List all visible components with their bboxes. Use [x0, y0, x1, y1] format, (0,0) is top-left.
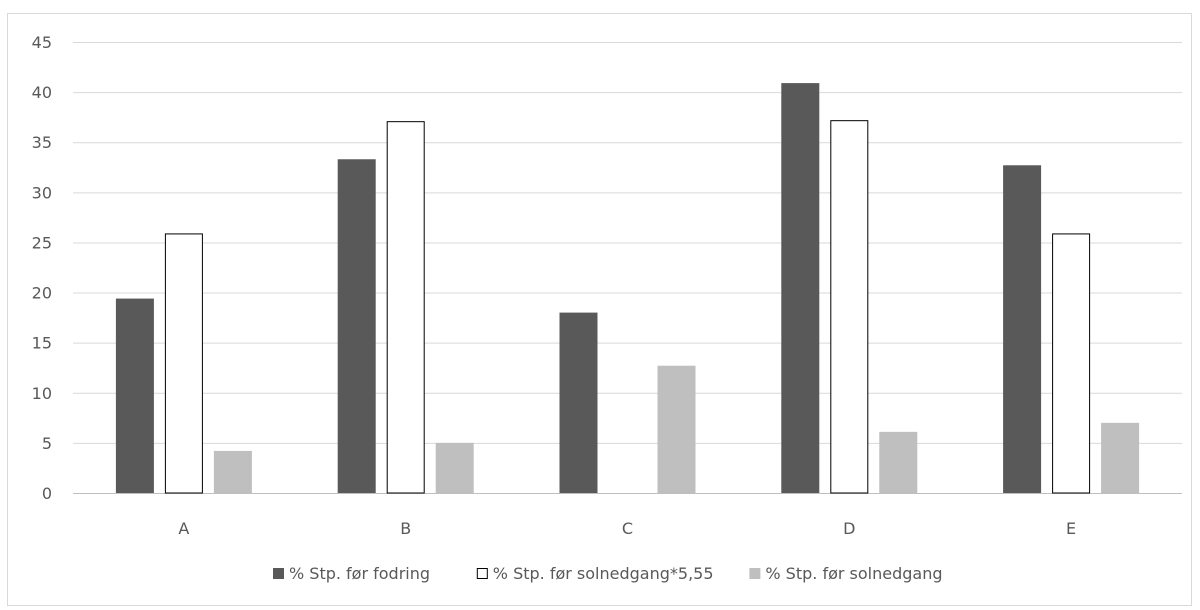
- x-tick-label: A: [178, 519, 189, 538]
- legend-swatch-series-3: [749, 568, 761, 579]
- bar-c-series-3: [657, 365, 696, 493]
- x-tick-label: E: [1066, 519, 1076, 538]
- x-tick-label: C: [622, 519, 633, 538]
- y-tick-label: 45: [32, 33, 52, 52]
- y-tick-label: 0: [42, 484, 52, 503]
- y-tick-label: 20: [32, 284, 52, 303]
- y-tick-label: 35: [32, 133, 52, 152]
- bar-e-series-3: [1101, 422, 1140, 493]
- bar-e-series-2: [1052, 233, 1091, 494]
- bar-a-series-1: [115, 298, 154, 493]
- bar-d-series-1: [781, 83, 820, 493]
- y-tick-label: 10: [32, 384, 52, 403]
- legend-label-series-3: % Stp. før solnedgang: [765, 564, 942, 583]
- chart-area: [7, 13, 1192, 606]
- bar-e-series-1: [1003, 165, 1042, 494]
- legend-swatch-series-2: [476, 568, 488, 579]
- legend-label-series-2: % Stp. før solnedgang*5,55: [493, 564, 714, 583]
- x-tick-label: B: [400, 519, 411, 538]
- bar-b-series-3: [435, 442, 474, 493]
- bar-a-series-2: [164, 233, 203, 494]
- y-tick-label: 25: [32, 233, 52, 252]
- bar-d-series-2: [830, 120, 869, 494]
- y-tick-label: 5: [42, 434, 52, 453]
- bar-a-series-3: [213, 450, 252, 493]
- bar-b-series-2: [386, 121, 425, 494]
- y-tick-label: 40: [32, 83, 52, 102]
- bar-c-series-1: [559, 312, 598, 493]
- y-tick-label: 30: [32, 183, 52, 202]
- bar-d-series-3: [879, 431, 918, 493]
- legend-label-series-1: % Stp. før fodring: [289, 564, 430, 583]
- x-tick-label: D: [843, 519, 855, 538]
- bar-b-series-1: [337, 159, 376, 493]
- legend-swatch-series-1: [273, 568, 284, 579]
- y-tick-label: 15: [32, 334, 52, 353]
